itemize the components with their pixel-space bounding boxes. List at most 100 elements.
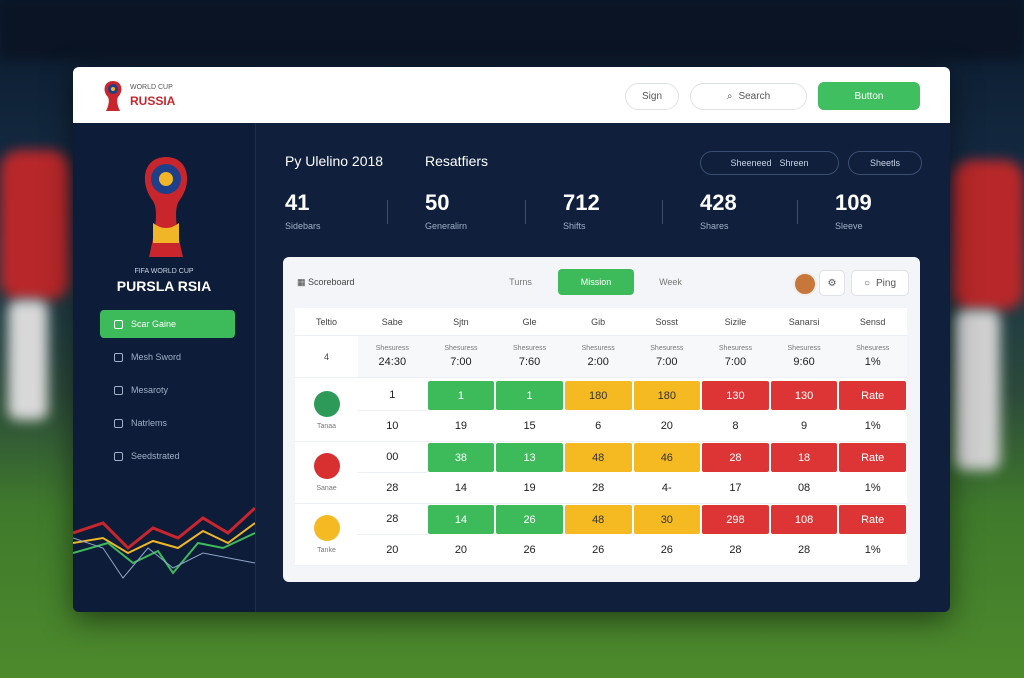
filter-pill[interactable]: Sheetls bbox=[848, 151, 922, 175]
score-cell: 108 bbox=[769, 504, 839, 535]
tab[interactable]: Week bbox=[638, 269, 703, 295]
score-cell: 1 bbox=[495, 380, 564, 411]
score-cell: 8 bbox=[701, 411, 770, 442]
score-cell: 1 bbox=[426, 380, 496, 411]
team-icon[interactable] bbox=[313, 453, 340, 479]
team-icon[interactable] bbox=[313, 391, 340, 417]
score-cell: 38 bbox=[426, 442, 496, 473]
icon-button[interactable]: Sign bbox=[625, 83, 679, 110]
score-cell: 14 bbox=[426, 504, 496, 535]
score-cell: 1% bbox=[838, 535, 907, 566]
subheader-label: Shesuress bbox=[787, 345, 821, 352]
primary-button[interactable]: Button bbox=[818, 82, 920, 110]
column-header: Sabe bbox=[358, 308, 427, 336]
team-icon[interactable] bbox=[313, 515, 340, 541]
decor-lines bbox=[73, 506, 255, 579]
divider bbox=[662, 200, 663, 224]
pill-label: Sheeneed bbox=[730, 158, 772, 168]
team-name: Tanaa bbox=[316, 423, 337, 430]
avatar[interactable] bbox=[793, 272, 817, 296]
menu-item[interactable]: Scar Gaine bbox=[100, 310, 235, 338]
column-header: Gib bbox=[563, 308, 633, 336]
column-header: Teltio bbox=[295, 308, 358, 336]
score-cell: 26 bbox=[632, 535, 702, 566]
score-cell: 130 bbox=[701, 380, 770, 411]
menu-icon bbox=[114, 385, 123, 395]
tab[interactable]: Turns bbox=[488, 269, 553, 295]
logo-caption: FIFA WORLD CUP bbox=[134, 268, 194, 275]
stat-value: 712 bbox=[563, 190, 600, 215]
score-cell: 19 bbox=[426, 411, 496, 442]
menu-icon bbox=[114, 319, 123, 329]
menu-icon bbox=[114, 451, 123, 461]
score-cell: 26 bbox=[495, 535, 564, 566]
logo-icon bbox=[104, 81, 122, 111]
score-cell: 4- bbox=[632, 473, 702, 504]
score-cell: 20 bbox=[632, 411, 702, 442]
player-right-legs bbox=[955, 310, 1000, 470]
search-box[interactable]: ⌕ Search bbox=[690, 83, 807, 110]
column-header: Sensd bbox=[838, 308, 907, 336]
score-cell: 20 bbox=[358, 535, 427, 566]
subheader-value: 9:60 bbox=[793, 356, 815, 368]
score-cell: 9 bbox=[769, 411, 839, 442]
stat-label: Sleeve bbox=[835, 221, 863, 231]
filter-pill[interactable]: Sheeneed Shreen bbox=[700, 151, 839, 175]
stat-value: 50 bbox=[425, 190, 450, 215]
panel-title-text: Scoreboard bbox=[308, 277, 355, 287]
logo-caption: WORLD CUP bbox=[130, 84, 173, 91]
menu-label: Mesh Sword bbox=[131, 352, 182, 362]
divider bbox=[525, 200, 526, 224]
search-label: Search bbox=[738, 91, 771, 102]
stat-label: Shifts bbox=[563, 221, 586, 231]
subheader-value: 7:00 bbox=[656, 356, 678, 368]
subheader-cell: Shesuress 7:00 bbox=[426, 336, 496, 378]
sidebar: FIFA WORLD CUP PURSLA RSIA Scar Gaine Mes… bbox=[73, 123, 256, 612]
score-cell: 30 bbox=[632, 504, 702, 535]
tab[interactable]: Mission bbox=[558, 269, 634, 295]
team-cell: Sanae bbox=[295, 442, 358, 504]
subheader-label: Shesuress bbox=[375, 345, 409, 352]
stat-label: Generalirn bbox=[425, 221, 468, 231]
column-header: Sanarsi bbox=[769, 308, 839, 336]
score-cell: 28 bbox=[701, 535, 770, 566]
team-cell: Tanke bbox=[295, 504, 358, 566]
button-label: Ping bbox=[876, 277, 897, 289]
score-cell: Rate bbox=[838, 380, 907, 411]
subheader-value: 24:30 bbox=[378, 356, 407, 368]
subheader-cell: Shesuress 2:00 bbox=[563, 336, 633, 378]
menu-icon bbox=[114, 352, 123, 362]
score-cell: 298 bbox=[701, 504, 770, 535]
score-cell: 180 bbox=[632, 380, 702, 411]
action-button[interactable]: ○ Ping bbox=[851, 270, 909, 296]
menu-item[interactable]: Mesaroty bbox=[100, 376, 235, 404]
subheader-cell: Shesuress 1% bbox=[838, 336, 907, 378]
menu-item[interactable]: Mesh Sword bbox=[100, 343, 235, 371]
score-cell: 14 bbox=[426, 473, 496, 504]
team-cell: Tanaa bbox=[295, 380, 358, 442]
subheader-label: Shesuress bbox=[444, 345, 478, 352]
score-cell: 26 bbox=[495, 504, 564, 535]
menu-label: Seedstrated bbox=[131, 451, 180, 461]
score-cell: 1% bbox=[838, 473, 907, 504]
score-cell: 13 bbox=[495, 442, 564, 473]
stat-label: Shares bbox=[700, 221, 729, 231]
menu-item[interactable]: Natrlems bbox=[100, 409, 235, 437]
icon-button[interactable]: ⚙ bbox=[819, 270, 845, 296]
score-cell: 1% bbox=[838, 411, 907, 442]
subheader-cell: Shesuress 7:00 bbox=[701, 336, 770, 378]
subheader-cell: Shesuress 7:60 bbox=[495, 336, 564, 378]
player-left bbox=[0, 150, 70, 300]
subheader-value: 7:60 bbox=[518, 356, 541, 368]
button-label: Button bbox=[854, 90, 884, 102]
score-cell: 17 bbox=[701, 473, 770, 504]
subheader-team: 4 bbox=[295, 336, 358, 378]
section-title: Py Ulelino 2018 bbox=[285, 153, 384, 169]
top-bar: WORLD CUP RUSSIA Sign ⌕ Search Button bbox=[73, 67, 950, 123]
column-header: Sosst bbox=[632, 308, 702, 336]
score-cell: 08 bbox=[769, 473, 839, 504]
tab-label: Turns bbox=[509, 277, 532, 287]
menu-item[interactable]: Seedstrated bbox=[100, 442, 235, 470]
